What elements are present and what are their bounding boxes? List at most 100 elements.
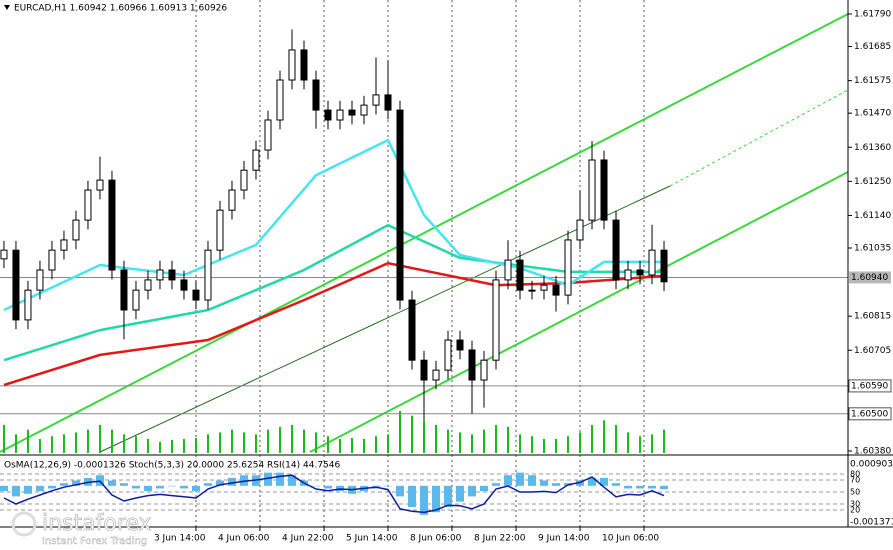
volume-bar (555, 439, 558, 453)
candle-body (228, 189, 236, 211)
osma-bar (540, 480, 549, 486)
volume-bar (398, 411, 401, 453)
y-tick-label: 1.61685 (854, 42, 891, 52)
osma-tick-label: 0.000903 (850, 460, 893, 470)
osma-bar (47, 485, 56, 489)
candle-body (480, 359, 488, 381)
osma-bar (407, 485, 416, 507)
volume-bar (74, 432, 77, 453)
volume-bar (591, 425, 594, 453)
candle-body (24, 289, 32, 321)
candle-body (12, 249, 20, 321)
axes: 1.61790 1.61685 1.61575 1.61470 1.61360 1.612… (154, 10, 893, 544)
osma-bar (227, 477, 236, 486)
candle-body (540, 284, 548, 291)
osma-bar (0, 485, 8, 492)
candle-body (84, 189, 92, 221)
osma-bar (383, 485, 392, 487)
channel-mid-line (99, 185, 671, 453)
volume-bar (338, 439, 341, 453)
candle-body (264, 119, 272, 151)
volume-bar (278, 426, 281, 453)
candle-body (468, 349, 476, 381)
candle-body (384, 94, 392, 111)
osma-bar (432, 485, 441, 513)
volume-bar (543, 439, 546, 453)
brand-slogan: Instant Forex Trading (42, 536, 147, 547)
osma-bar (179, 485, 188, 489)
osma-tick-label: -0.001371 (850, 518, 893, 528)
volume-bar (134, 436, 137, 453)
osma-bar (59, 483, 68, 486)
candle-body (612, 219, 620, 281)
osma-bar (600, 477, 609, 486)
candle-body (492, 279, 500, 361)
volume-bar (350, 438, 353, 453)
volume-bar (386, 434, 389, 453)
osma-bar (119, 483, 128, 486)
osma-bar (71, 480, 80, 486)
candle-body (348, 109, 356, 116)
volume-bar (38, 439, 41, 453)
volume-bar (158, 441, 161, 453)
osma-bar (215, 480, 224, 486)
volume-bar (26, 429, 29, 453)
volume-bar (567, 436, 570, 453)
volume-bar (507, 426, 510, 453)
collapse-icon (4, 5, 10, 10)
osma-bar (636, 485, 645, 489)
candle-body (588, 159, 596, 221)
candle-body (432, 369, 440, 381)
y-tick-label: 1.61360 (854, 143, 891, 153)
candle-body (504, 259, 512, 281)
volume-bar (435, 425, 438, 453)
y-tick-label: 1.60380 (854, 447, 891, 457)
candle-body (60, 239, 68, 251)
candle-body (408, 299, 416, 361)
volume-bar (194, 438, 197, 453)
volume-bar (627, 432, 630, 453)
candle-body (312, 79, 320, 111)
level-label-box (848, 407, 892, 421)
candle-body (216, 209, 224, 251)
volume-bar (471, 434, 474, 453)
osma-bar (516, 472, 525, 486)
level-label: 1.60500 (851, 409, 888, 419)
candle-body (72, 219, 80, 241)
candle-body (156, 269, 164, 281)
volume-bar (290, 425, 293, 453)
volume-bar (531, 436, 534, 453)
candle-body (516, 259, 524, 291)
volume-bar (639, 436, 642, 453)
rsi-tick-label: 20 (850, 506, 860, 515)
osma-bar (11, 485, 20, 497)
volume-bar (62, 434, 65, 453)
x-tick-label: 8 Jun 06:00 (410, 534, 462, 544)
candle-body (444, 339, 452, 371)
candle-body (276, 79, 284, 121)
volume-bar (423, 420, 425, 453)
candle-body (420, 359, 428, 381)
y-tick-label: 1.61035 (854, 243, 891, 253)
candle-body (180, 279, 188, 291)
osma-bar (191, 485, 200, 492)
candle-body (372, 94, 380, 106)
x-tick-label: 4 Jun 06:00 (218, 534, 270, 544)
osma-bar (576, 480, 585, 486)
y-tick-label: 1.60705 (854, 346, 891, 356)
osma-bar (612, 483, 621, 486)
candle-body (564, 239, 572, 296)
logo-icon (11, 511, 37, 537)
volume-bar (86, 429, 89, 453)
osma-bar (480, 485, 489, 492)
volume-bar (2, 425, 5, 453)
volume-bar (242, 432, 245, 453)
channel-mid-line (669, 89, 849, 187)
candle-body (132, 289, 140, 311)
candle-body (360, 104, 368, 116)
volume-bar (254, 434, 257, 453)
candle-body (324, 109, 332, 121)
osma-bar (155, 485, 164, 489)
osma-bar (456, 485, 465, 502)
